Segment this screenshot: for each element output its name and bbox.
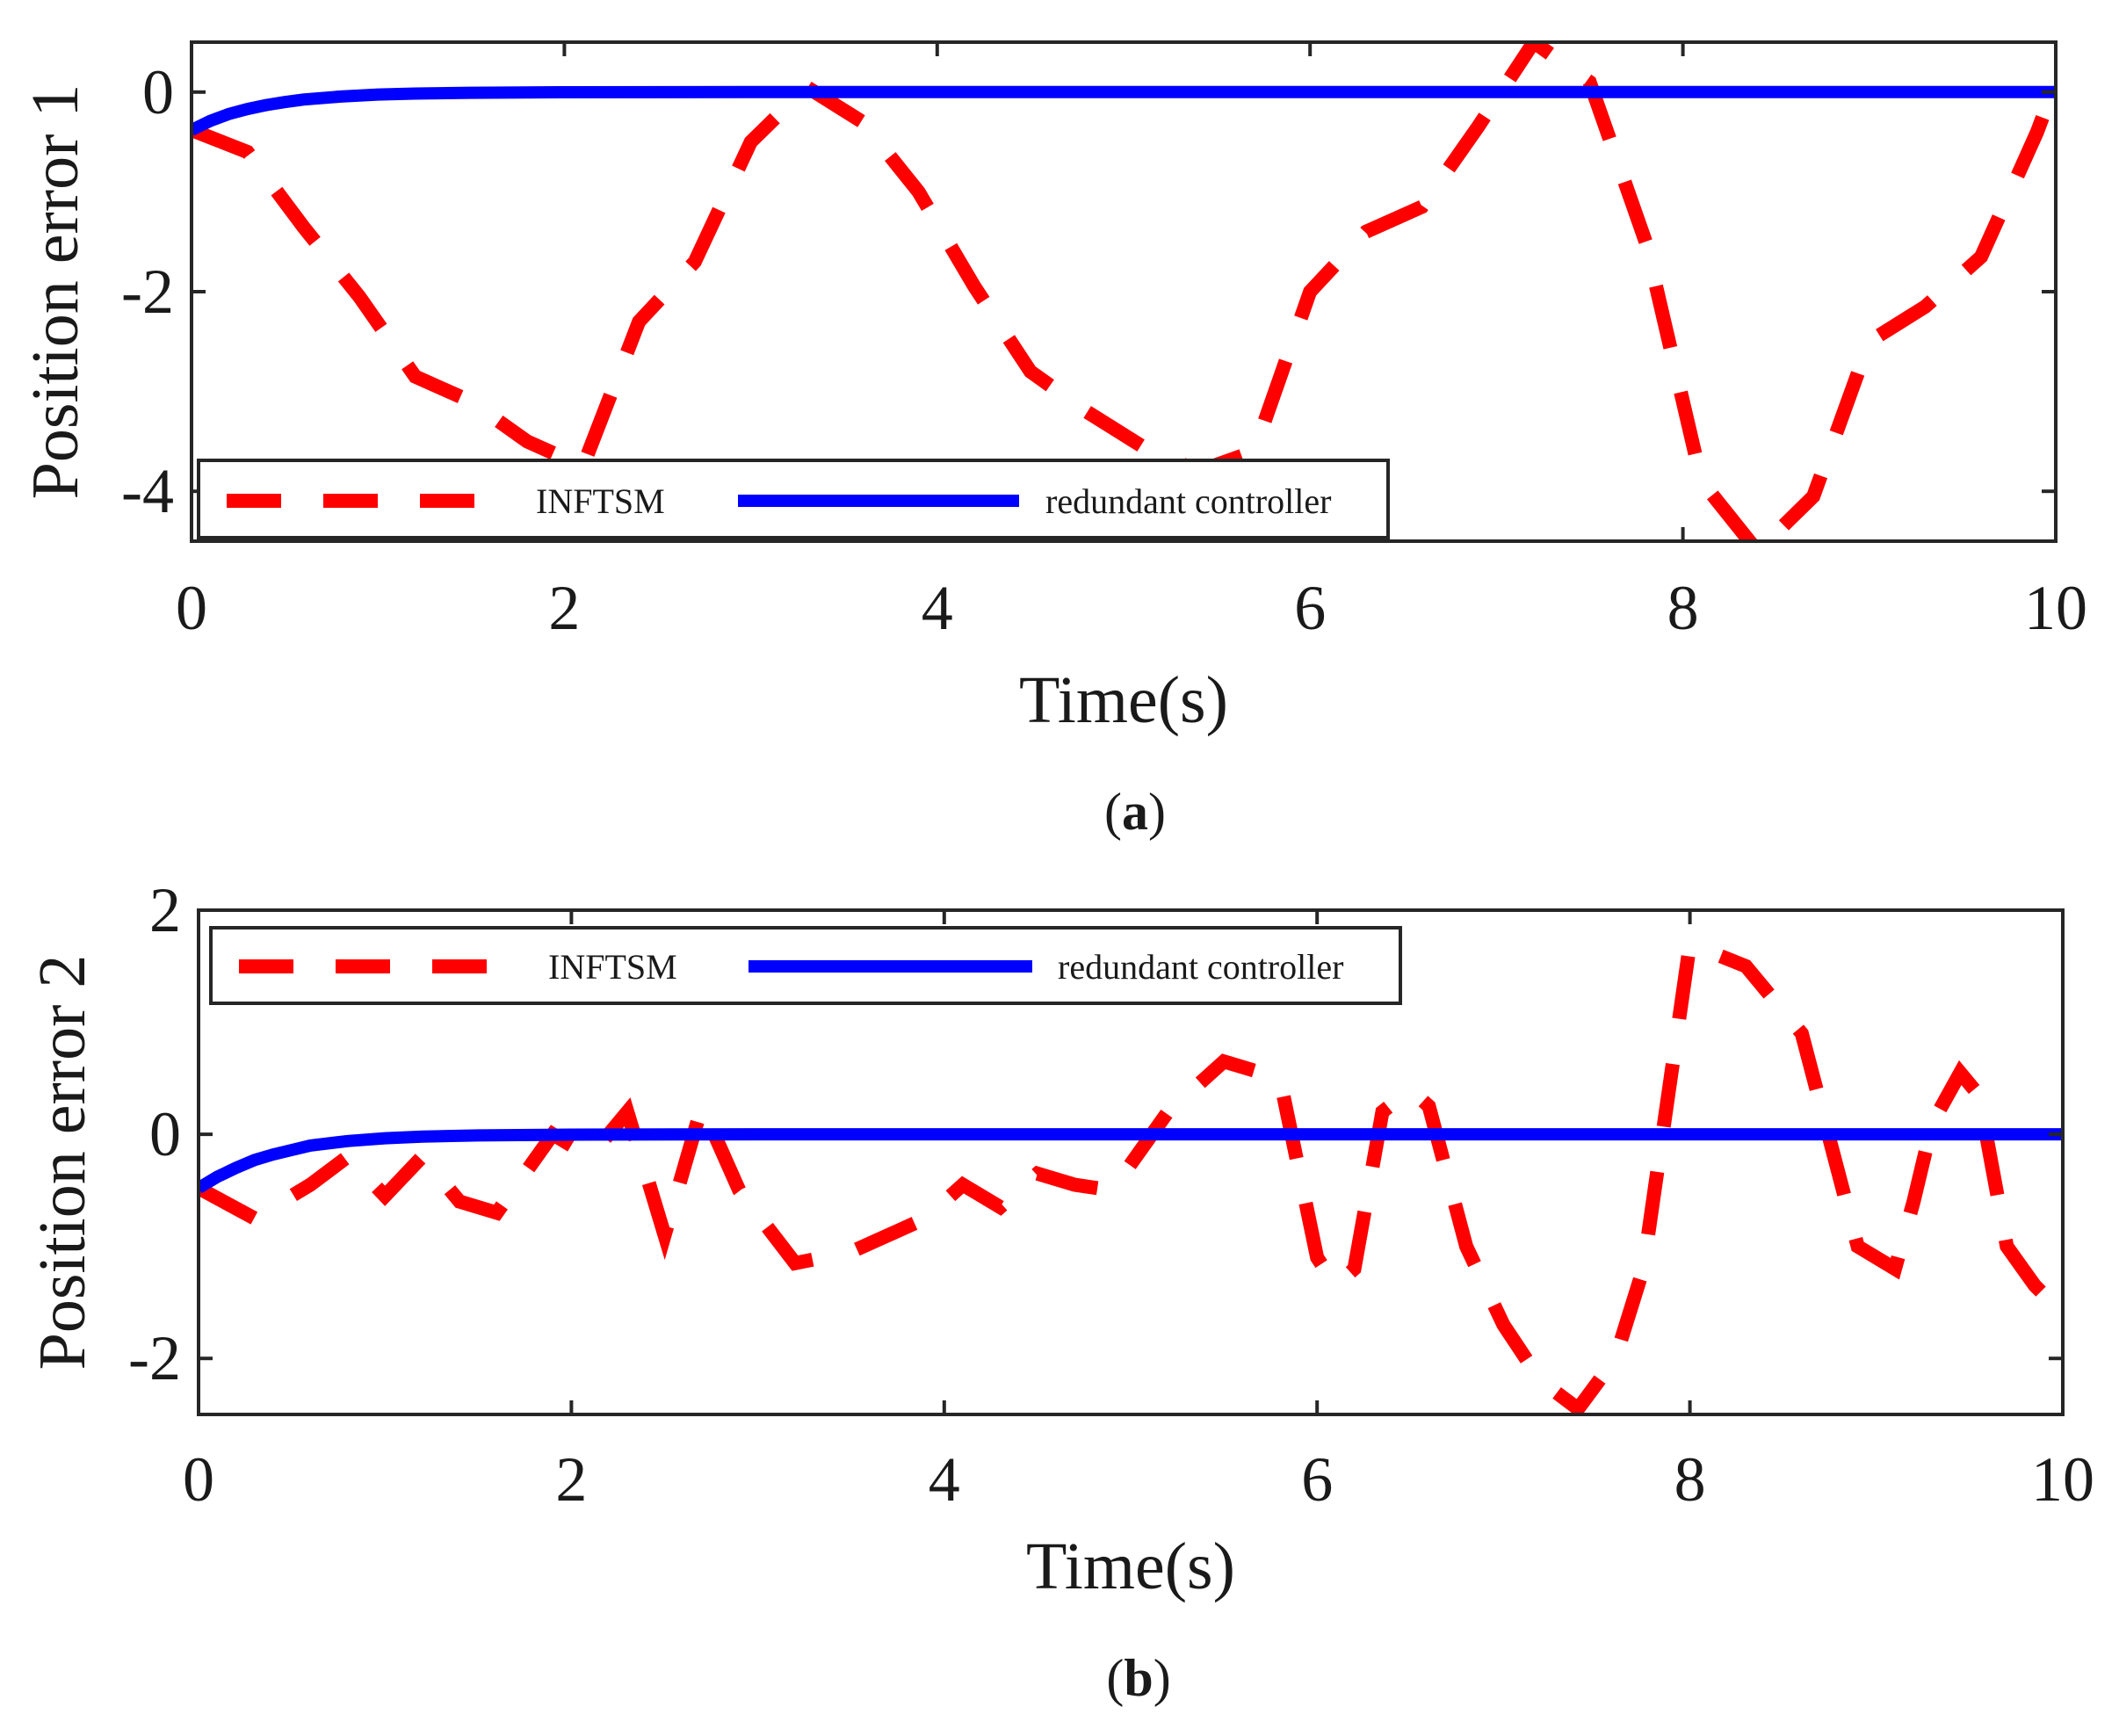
x-axis-label-b: Time(s) (1026, 1530, 1235, 1603)
caption-b: (b) (1106, 1649, 1170, 1707)
caption-a: (a) (1104, 783, 1166, 841)
x-tick-label-0-a: 0 (176, 573, 207, 643)
legend-label-redundant-controller-a: redundant controller (1045, 481, 1331, 521)
x-tick-label-2-a: 2 (548, 573, 580, 643)
legend-label-infotsm-a: INFTSM (536, 481, 665, 521)
x-tick-label-2-b: 2 (555, 1444, 587, 1515)
y-tick-label-0-b: 0 (149, 1099, 181, 1169)
x-tick-label-8-a: 8 (1667, 573, 1699, 643)
tick-labels-a: 0 2 4 6 8 10 0 -2 -4 (121, 57, 2087, 643)
x-tick-label-6-a: 6 (1294, 573, 1326, 643)
axes-box-b (197, 908, 2065, 1416)
legend-label-redundant-controller-b: redundant controller (1058, 947, 1343, 987)
y-tick-label-2-b: -2 (128, 1323, 181, 1393)
series-line-redundant-controller-b (199, 1128, 2063, 1194)
x-tick-label-10-b: 10 (2031, 1444, 2094, 1515)
panel-a: 0 2 4 6 8 10 0 -2 -4 Time(s) Position error 1 IN… (18, 40, 2087, 841)
y-axis-label-a: Position error 1 (18, 84, 92, 500)
y-tick-label-2-b: 2 (149, 875, 181, 945)
plot-area-b (199, 934, 2063, 1414)
caption-letter-a: a (1122, 783, 1148, 841)
x-tick-label-4-a: 4 (922, 573, 953, 643)
plot-area-a (192, 42, 2056, 541)
series-line-infotsm-a (192, 42, 2056, 541)
x-tick-label-4-b: 4 (929, 1444, 960, 1515)
legend-a: INFTSM redundant controller (197, 459, 1390, 539)
y-tick-label-2-a: -2 (121, 257, 174, 327)
x-tick-label-8-b: 8 (1674, 1444, 1706, 1515)
legend-box-a (197, 459, 1390, 539)
ticks-b (197, 908, 2065, 1414)
legend-label-infotsm-b: INFTSM (548, 947, 677, 987)
y-tick-label-4-a: -4 (121, 456, 174, 526)
series-line-redundant-controller-a (192, 85, 2056, 136)
caption-letter-b: b (1124, 1649, 1153, 1707)
x-tick-label-0-b: 0 (183, 1444, 214, 1515)
x-axis-label-a: Time(s) (1019, 663, 1228, 737)
legend-b: INFTSM redundant controller (209, 926, 1402, 1005)
x-tick-label-6-b: 6 (1301, 1444, 1333, 1515)
y-axis-label-b: Position error 2 (25, 955, 99, 1371)
x-tick-label-10-a: 10 (2024, 573, 2087, 643)
y-tick-label-0-a: 0 (142, 57, 174, 127)
